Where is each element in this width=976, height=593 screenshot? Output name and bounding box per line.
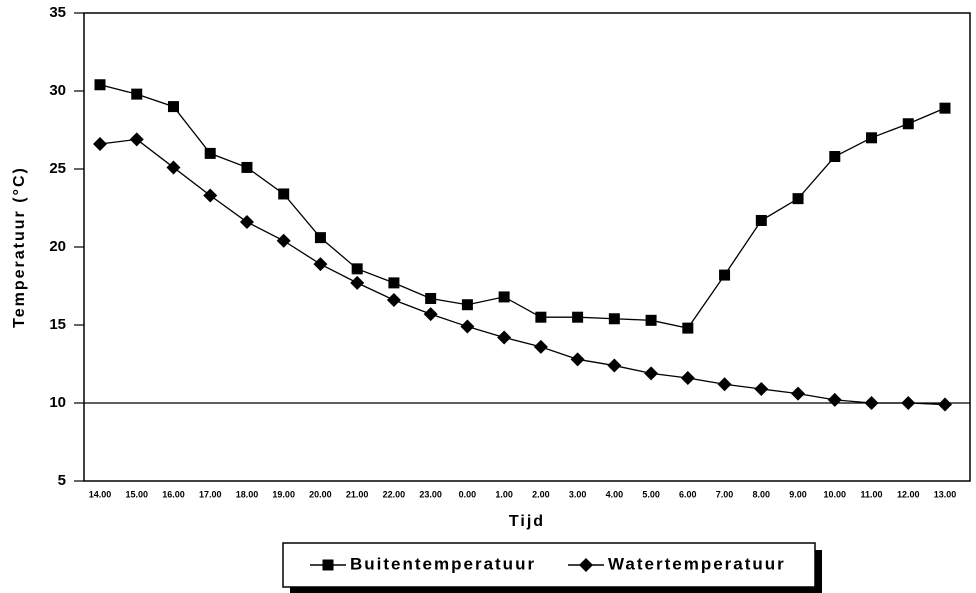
x-tick-label: 7.00	[716, 489, 734, 499]
plot-frame	[83, 12, 971, 482]
marker	[533, 339, 548, 354]
marker	[239, 215, 254, 230]
marker	[864, 396, 879, 410]
marker	[278, 188, 290, 200]
x-tick-label: 3.00	[569, 489, 587, 499]
marker	[498, 291, 510, 303]
marker	[792, 193, 804, 205]
marker	[939, 102, 951, 114]
marker	[386, 293, 401, 308]
marker	[572, 311, 584, 323]
x-tick-label: 10.00	[824, 489, 847, 499]
y-tick-label: 20	[49, 238, 66, 255]
y-tick-label: 5	[58, 472, 66, 489]
marker	[866, 132, 878, 144]
marker	[388, 277, 400, 289]
marker	[131, 88, 143, 100]
marker	[461, 299, 473, 311]
x-tick-label: 2.00	[532, 489, 550, 499]
y-tick-label: 15	[49, 316, 66, 333]
series-line	[99, 138, 946, 406]
x-tick-label: 4.00	[606, 489, 624, 499]
x-tick-label: 1.00	[495, 489, 513, 499]
marker	[313, 257, 328, 272]
series-line	[99, 84, 946, 329]
y-tick-label: 30	[49, 82, 66, 99]
marker	[902, 118, 914, 130]
marker	[608, 313, 620, 325]
x-tick-label: 20.00	[309, 489, 332, 499]
legend-marker	[322, 559, 334, 571]
marker	[94, 79, 106, 91]
marker	[204, 147, 216, 159]
x-tick-label: 9.00	[789, 489, 807, 499]
x-tick-label: 5.00	[642, 489, 660, 499]
x-tick-label: 15.00	[125, 489, 148, 499]
marker	[719, 269, 731, 281]
x-tick-label: 11.00	[861, 489, 883, 499]
marker	[203, 188, 218, 203]
marker	[535, 311, 547, 323]
x-tick-label: 12.00	[897, 489, 920, 499]
legend-marker	[579, 558, 593, 572]
marker	[129, 132, 144, 147]
marker	[791, 386, 806, 401]
marker	[241, 161, 253, 173]
marker	[460, 319, 475, 334]
marker	[717, 377, 732, 392]
marker	[350, 275, 365, 290]
marker	[497, 330, 512, 345]
x-tick-label: 8.00	[753, 489, 771, 499]
marker	[425, 292, 437, 304]
x-tick-label: 14.00	[89, 489, 112, 499]
x-tick-label: 17.00	[199, 489, 222, 499]
y-axis-title: Temperatuur (°C)	[11, 166, 28, 328]
marker	[423, 307, 438, 322]
x-tick-label: 0.00	[459, 489, 477, 499]
marker	[829, 151, 841, 163]
x-axis-title: Tijd	[509, 513, 545, 530]
marker	[167, 101, 179, 113]
marker	[682, 322, 694, 334]
marker	[570, 352, 585, 367]
marker	[351, 263, 363, 275]
y-tick-label: 25	[49, 160, 66, 177]
legend-label: Watertemperatuur	[608, 554, 786, 573]
x-tick-label: 21.00	[346, 489, 369, 499]
marker	[938, 397, 952, 412]
marker	[901, 396, 916, 410]
marker	[93, 137, 107, 152]
legend	[282, 542, 816, 588]
marker	[755, 214, 767, 226]
marker	[276, 233, 291, 248]
x-tick-label: 18.00	[236, 489, 259, 499]
x-tick-label: 22.00	[383, 489, 406, 499]
x-tick-label: 13.00	[934, 489, 957, 499]
legend-label: Buitentemperatuur	[350, 554, 536, 573]
marker	[645, 314, 657, 326]
marker	[314, 232, 326, 244]
marker	[827, 392, 842, 407]
marker	[607, 358, 622, 373]
x-tick-label: 19.00	[272, 489, 295, 499]
x-tick-label: 6.00	[679, 489, 697, 499]
y-tick-label: 35	[49, 4, 66, 21]
y-tick-label: 10	[49, 394, 66, 411]
x-tick-label: 23.00	[419, 489, 442, 499]
marker	[680, 371, 695, 386]
marker	[166, 160, 181, 175]
marker	[644, 366, 659, 381]
marker	[754, 381, 769, 396]
x-tick-label: 16.00	[162, 489, 185, 499]
